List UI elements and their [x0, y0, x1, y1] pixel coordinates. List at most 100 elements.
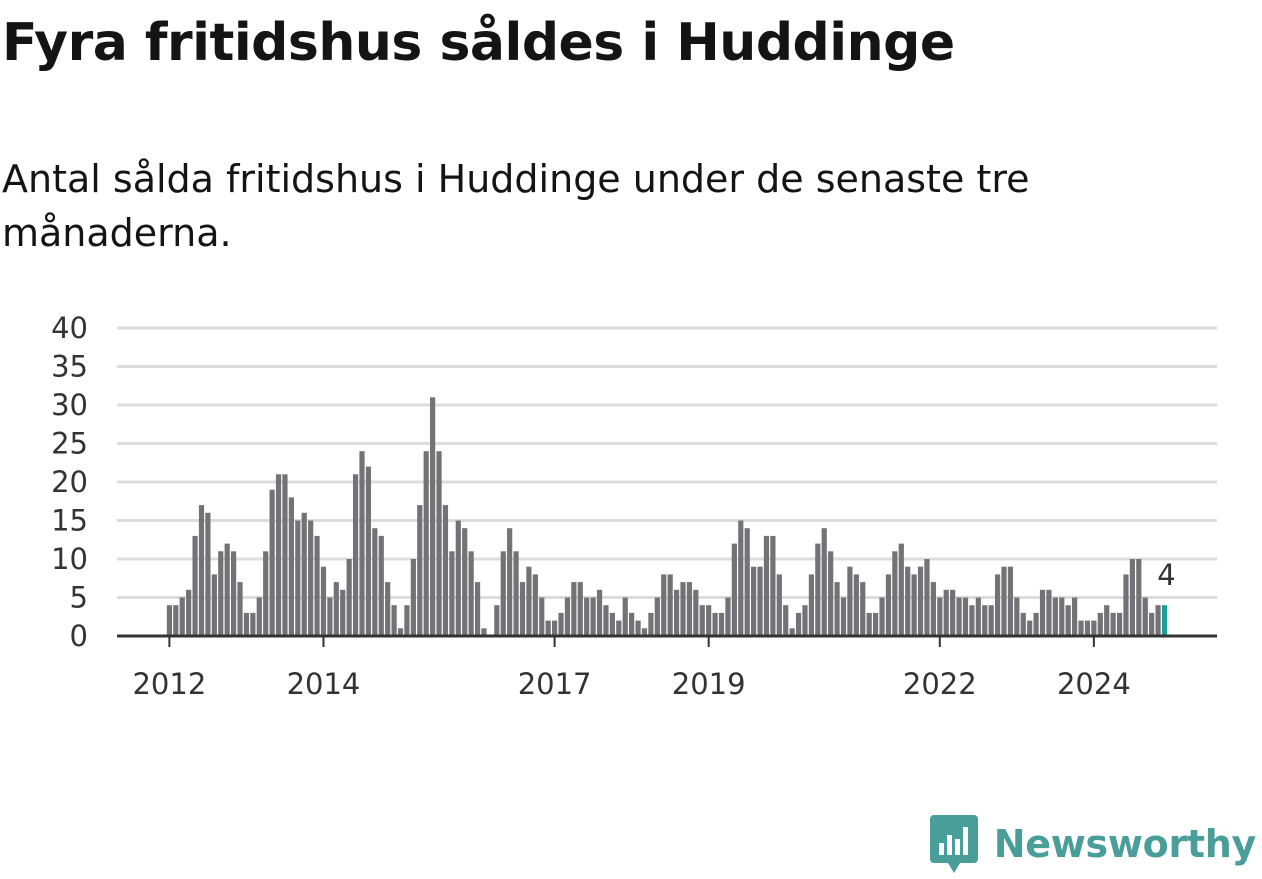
bar: [327, 597, 333, 636]
bar: [173, 605, 179, 636]
bar: [950, 589, 956, 636]
bar-highlight: [1161, 605, 1168, 636]
bar: [385, 582, 391, 636]
chart-title: Fyra fritidshus såldes i Huddinge: [2, 13, 955, 73]
bar: [301, 512, 307, 636]
bar: [924, 559, 930, 636]
bar: [834, 582, 840, 636]
bar: [263, 551, 269, 636]
bar: [275, 474, 282, 636]
x-tick-label: 2014: [287, 667, 361, 701]
bar: [474, 582, 481, 636]
bar: [340, 589, 346, 636]
bar: [250, 612, 256, 636]
bar: [423, 451, 429, 636]
bar: [693, 589, 699, 636]
bar: [853, 574, 859, 636]
bar: [673, 589, 680, 636]
bar: [725, 597, 731, 636]
x-tick-label: 2012: [132, 667, 206, 701]
bar: [442, 505, 449, 636]
bar: [596, 589, 603, 636]
bar: [905, 566, 911, 636]
bar: [519, 582, 526, 636]
newsworthy-brand: Newsworthy: [929, 815, 1256, 873]
bar: [539, 597, 545, 636]
bar: [609, 612, 615, 636]
y-tick-label: 15: [51, 504, 88, 538]
bar: [738, 520, 744, 636]
bar: [962, 597, 969, 636]
bar: [667, 574, 673, 636]
x-tick-label: 2017: [518, 667, 592, 701]
y-tick-label: 20: [51, 465, 88, 499]
bar: [584, 597, 590, 636]
y-tick-label: 40: [51, 311, 88, 345]
bar: [1039, 589, 1046, 636]
bar: [218, 551, 224, 636]
bar: [1097, 612, 1103, 636]
bar: [243, 612, 250, 636]
bar: [224, 543, 230, 636]
bar: [352, 474, 359, 636]
bar: [956, 597, 962, 636]
bar: [1116, 612, 1123, 636]
bar: [462, 528, 468, 636]
bar: [404, 605, 410, 636]
bar: [1072, 597, 1078, 636]
y-tick-label: 35: [51, 350, 88, 384]
bar: [616, 620, 622, 636]
bar: [1091, 620, 1097, 636]
bar: [802, 605, 808, 636]
bar: [680, 582, 686, 636]
bar: [969, 605, 975, 636]
bar: [873, 612, 879, 636]
bar: [410, 559, 416, 636]
bar: [641, 628, 648, 636]
bar: [1084, 620, 1091, 636]
bar: [815, 543, 821, 636]
bar: [237, 582, 243, 636]
bar: [552, 620, 558, 636]
bar: [308, 520, 314, 636]
bar: [449, 551, 455, 636]
bar: [994, 574, 1001, 636]
y-tick-label: 0: [70, 619, 88, 653]
bar: [590, 597, 596, 636]
bar: [1033, 612, 1039, 636]
bar: [1007, 566, 1014, 636]
newsworthy-logo-icon: [929, 815, 978, 873]
bar: [860, 582, 866, 636]
bar: [372, 528, 378, 636]
bar: [494, 605, 500, 636]
bar: [622, 597, 628, 636]
y-tick-label: 25: [51, 427, 88, 461]
bar: [532, 574, 538, 636]
highlight-value-label: 4: [1157, 558, 1175, 592]
bar: [1104, 605, 1110, 636]
bar: [795, 612, 802, 636]
bar: [770, 535, 776, 636]
bar: [840, 597, 847, 636]
bar: [1078, 620, 1084, 636]
bar: [526, 566, 532, 636]
bar: [603, 605, 609, 636]
bar: [847, 566, 853, 636]
bars: [166, 397, 1168, 636]
bar: [635, 620, 641, 636]
bar: [686, 582, 693, 636]
bar: [513, 551, 519, 636]
bar: [417, 505, 423, 636]
bar: [661, 574, 667, 636]
bar: [1123, 574, 1129, 636]
bar: [828, 551, 834, 636]
bar: [500, 551, 506, 636]
bar: [295, 520, 301, 636]
bar: [365, 466, 372, 636]
bar: [1142, 597, 1148, 636]
bar: [359, 451, 365, 636]
chart-subtitle: Antal sålda fritidshus i Huddinge under …: [2, 157, 1030, 255]
bar: [430, 397, 436, 636]
bar: [892, 551, 898, 636]
